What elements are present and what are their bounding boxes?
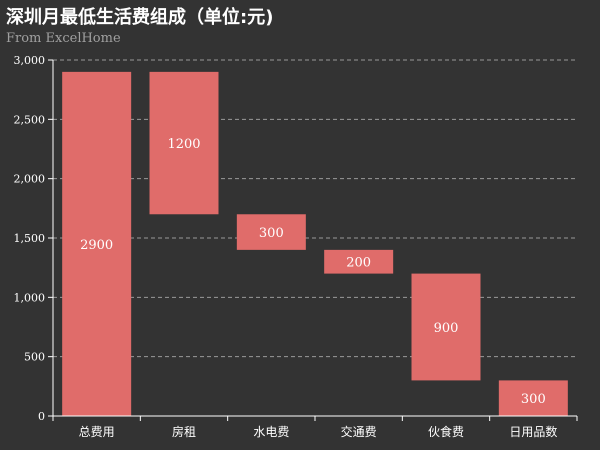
data-label: 300 xyxy=(521,392,546,407)
x-tick-label: 水电费 xyxy=(253,425,289,439)
chart-subtitle: From ExcelHome xyxy=(6,31,121,46)
x-tick-label: 房租 xyxy=(172,424,196,439)
y-tick-label: 500 xyxy=(24,351,45,364)
y-tick-label: 1,500 xyxy=(14,232,46,245)
x-tick-label: 伙食费 xyxy=(428,424,464,439)
x-tick-label: 总费用 xyxy=(79,425,115,439)
bars xyxy=(62,71,568,416)
bar xyxy=(324,249,394,274)
chart-title: 深圳月最低生活费组成（单位:元) xyxy=(6,7,274,28)
gridlines xyxy=(53,59,577,358)
y-tick-label: 3,000 xyxy=(14,54,46,67)
y-tick-label: 1,000 xyxy=(14,291,46,304)
y-tick-label: 0 xyxy=(38,410,45,423)
data-label: 1200 xyxy=(167,137,200,152)
data-label: 200 xyxy=(346,256,371,271)
axes: 0 500 1,000 1,500 2,000 2,500 3,000 总费用 房租 水电费 交通费… xyxy=(14,54,578,439)
data-label: 300 xyxy=(259,226,284,241)
bar xyxy=(411,273,481,381)
data-labels: 2900 1200 300 200 900 300 xyxy=(80,137,546,407)
x-tick-label: 交通费 xyxy=(341,424,377,439)
y-tick-label: 2,500 xyxy=(14,113,46,126)
x-tick-label: 日用品数 xyxy=(509,424,557,439)
bar xyxy=(62,71,132,416)
data-label: 2900 xyxy=(80,238,113,253)
y-tick-label: 2,000 xyxy=(14,173,46,186)
data-label: 900 xyxy=(434,321,459,336)
bar xyxy=(149,71,219,215)
bar xyxy=(236,214,306,250)
bar xyxy=(498,380,568,416)
